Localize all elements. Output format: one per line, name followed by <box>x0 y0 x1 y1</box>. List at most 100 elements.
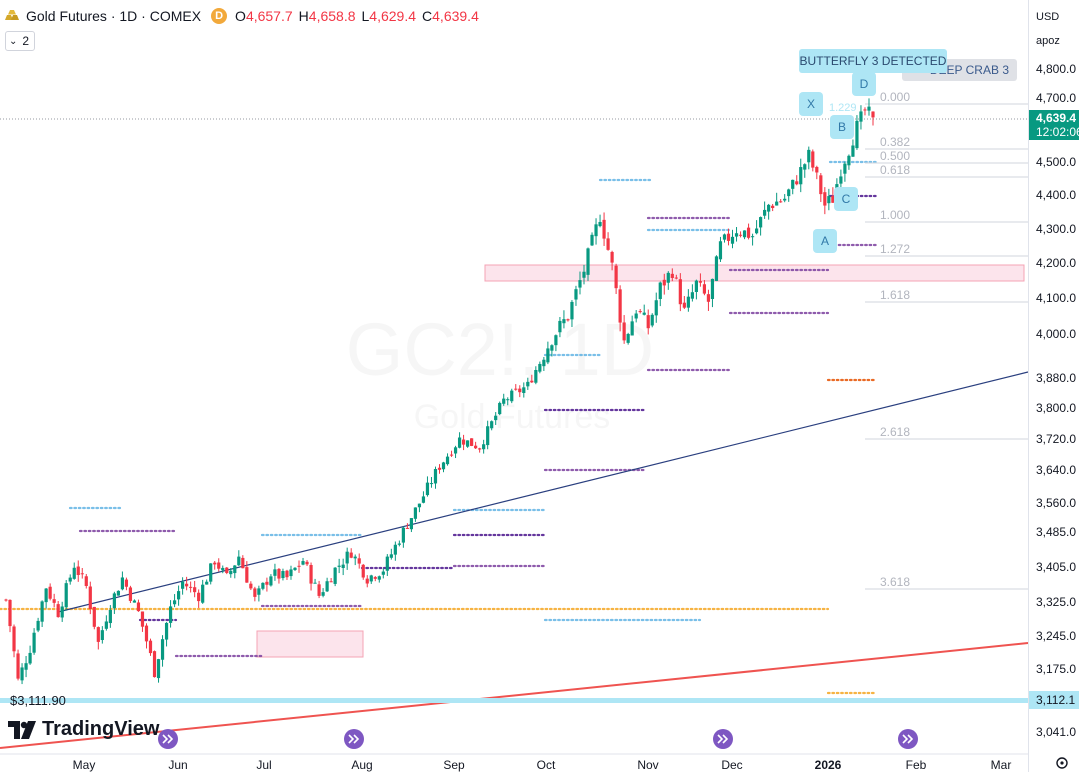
candle <box>269 574 273 587</box>
candle <box>28 645 32 665</box>
candle-body <box>389 554 393 558</box>
candle <box>393 541 397 561</box>
candle-body <box>369 575 373 582</box>
candle <box>345 547 349 570</box>
candle-body <box>490 421 494 429</box>
fib-label: 0.500 <box>880 149 910 163</box>
candle <box>574 285 578 306</box>
candle <box>249 581 253 591</box>
low-marker-label: $3,111.90 <box>10 693 66 708</box>
watermark-name: Gold Futures <box>414 398 611 436</box>
candle-body <box>285 570 289 578</box>
delayed-badge[interactable]: D <box>211 8 228 24</box>
candle-body <box>377 576 381 580</box>
price-tick: 3,800.0 <box>1036 401 1076 415</box>
candle-body <box>185 583 189 587</box>
candle-body <box>614 265 618 289</box>
event-marker <box>898 729 918 749</box>
candle-body <box>353 556 357 559</box>
candle-body <box>726 233 731 241</box>
candle <box>273 563 277 581</box>
candle-body <box>56 604 60 618</box>
candle <box>20 663 24 685</box>
candle-body <box>718 241 723 260</box>
pattern-point-a: A <box>813 229 837 253</box>
chevron-down-icon: ⌄ <box>9 35 18 47</box>
candle <box>241 555 245 569</box>
candle-body <box>301 561 305 565</box>
candle <box>690 284 694 302</box>
candle-body <box>337 565 341 567</box>
price-line-tag: 3,112.1 <box>1029 691 1079 709</box>
candle <box>586 247 590 281</box>
candle-body <box>570 301 574 320</box>
candle-body <box>405 527 409 529</box>
candle <box>160 635 165 667</box>
candle-body <box>799 167 803 185</box>
candle-body <box>88 586 92 610</box>
candle-body <box>847 155 851 166</box>
candle-body <box>213 562 217 565</box>
candle-body <box>542 359 546 367</box>
supply-demand-zones[interactable] <box>256 264 1025 658</box>
price-tick: 4,100.0 <box>1036 291 1076 305</box>
candle-body <box>465 440 470 447</box>
candle-body <box>317 584 321 596</box>
candle-body <box>140 611 145 627</box>
symbol-title[interactable]: Gold Futures · 1D · COMEX <box>26 8 202 24</box>
candle <box>614 263 618 295</box>
candle-body <box>80 573 84 575</box>
candle <box>317 580 321 599</box>
candle <box>490 420 494 431</box>
price-axis[interactable]: USDapoz4,800.04,700.04,600.04,500.04,400… <box>1028 0 1079 772</box>
candle-body <box>783 198 787 201</box>
candle <box>594 218 598 245</box>
candle <box>181 577 185 595</box>
indicators-toggle-button[interactable]: ⌄ 2 <box>5 31 36 51</box>
candle <box>136 599 141 612</box>
candle <box>819 173 823 203</box>
candle <box>570 300 574 328</box>
time-tick: May <box>73 758 96 772</box>
price-tick: 3,405.0 <box>1036 560 1076 574</box>
price-tick: 3,041.0 <box>1036 725 1076 739</box>
candle-body <box>538 363 542 372</box>
candle <box>694 279 698 300</box>
ohlc-low: L4,629.4 <box>361 8 417 24</box>
candle-body <box>694 280 698 292</box>
candle-body <box>706 294 711 302</box>
candle-body <box>867 106 871 111</box>
candle-body <box>341 564 345 569</box>
candle-body <box>297 565 301 567</box>
candle-body <box>164 622 169 640</box>
candle <box>277 568 281 584</box>
candle-body <box>670 273 674 278</box>
last-price-value: 4,639.4 <box>1036 111 1076 125</box>
candle-body <box>574 289 578 300</box>
candle <box>470 438 474 447</box>
settings-gear-icon <box>1056 757 1068 769</box>
candle <box>855 115 859 150</box>
event-markers[interactable] <box>158 729 918 749</box>
candle <box>734 227 739 242</box>
time-axis[interactable]: May Jun Jul Aug Sep Oct Nov Dec 2026 Feb Mar <box>0 753 1028 772</box>
candle-body <box>156 659 161 679</box>
pattern-point-d: D <box>852 72 876 96</box>
candle <box>807 146 811 170</box>
supply-zone-upper <box>484 264 1025 282</box>
tradingview-logo[interactable]: TradingView <box>8 718 159 741</box>
xab-ratio-label: 1.229 <box>829 102 857 114</box>
candle <box>84 573 88 589</box>
candle-body <box>678 279 682 305</box>
candle <box>851 139 855 157</box>
candle-body <box>168 606 173 623</box>
pattern-point-label: X <box>807 97 815 111</box>
candle <box>409 518 414 533</box>
symbol-watermark: GC2!, 1D Gold Futures <box>346 308 654 436</box>
price-tick: 4,000.0 <box>1036 327 1076 341</box>
candle <box>546 341 550 365</box>
candle-body <box>84 576 88 587</box>
candle-body <box>606 238 610 250</box>
